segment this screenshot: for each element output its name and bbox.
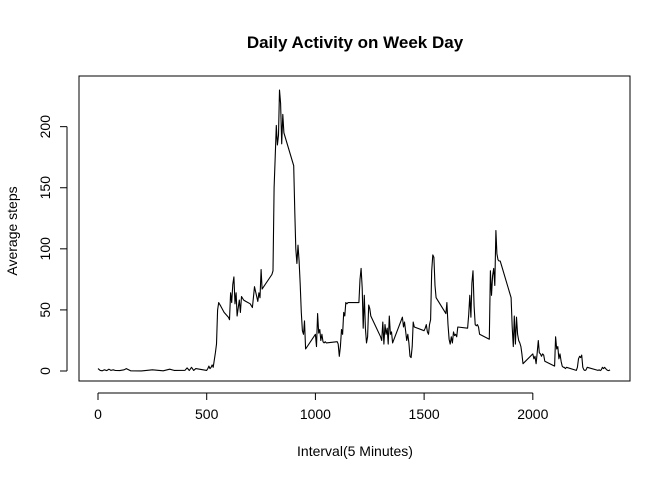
y-axis-label: Average steps [4, 186, 20, 275]
chart-title: Daily Activity on Week Day [247, 33, 464, 52]
y-tick-label: 200 [37, 115, 53, 139]
x-tick-label: 500 [195, 406, 219, 422]
x-axis: 0 500 1000 1500 2000 [94, 392, 549, 422]
series-line [97, 89, 611, 372]
y-tick-label: 150 [37, 176, 53, 200]
x-axis-label: Interval(5 Minutes) [297, 443, 413, 459]
y-tick-label: 0 [37, 367, 53, 375]
x-tick-label: 0 [94, 406, 102, 422]
x-tick-label: 1000 [300, 406, 331, 422]
y-axis: 0 50 100 150 200 [37, 115, 68, 375]
y-tick-label: 100 [37, 237, 53, 261]
y-tick-label: 50 [37, 302, 53, 318]
x-tick-label: 2000 [517, 406, 548, 422]
x-tick-label: 1500 [409, 406, 440, 422]
plot-frame [78, 75, 631, 382]
